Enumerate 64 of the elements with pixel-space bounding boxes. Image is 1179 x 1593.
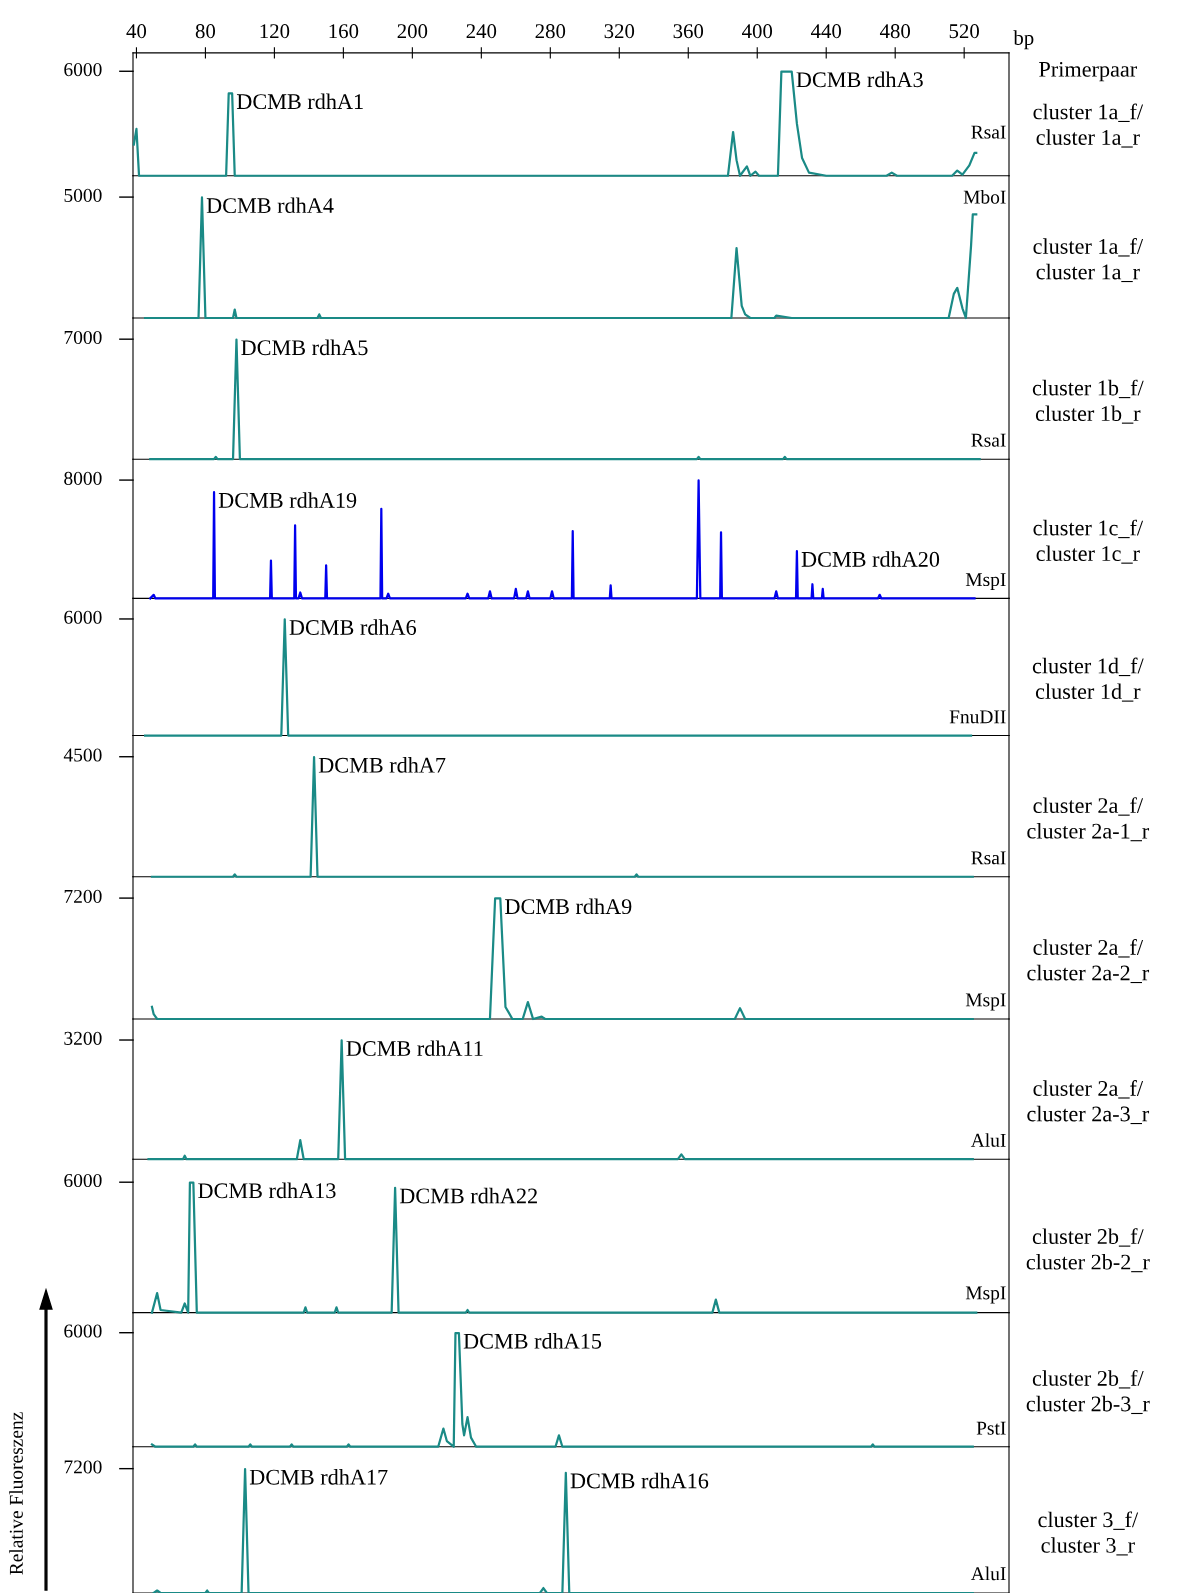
text: cluster 3_f/ cluster 3_r [1038, 1511, 1139, 1556]
annotation: DCMB rdhA13 [198, 1182, 336, 1199]
x-tick-label: 320 [604, 24, 635, 39]
text: 5000 [64, 188, 102, 202]
annotation: AluI [970, 1566, 1006, 1581]
text: cluster 2b_f/ cluster 2b-2_r [1026, 1228, 1150, 1273]
annotation: DCMB rdhA16 [570, 1472, 709, 1489]
text: cluster 1b_f/ cluster 1b_r [1032, 379, 1144, 424]
text: 4500 [63, 748, 102, 762]
text: 8000 [64, 471, 102, 485]
y-axis-title: Relative Fluoreszenz [9, 1412, 23, 1575]
annotation: PstI [976, 1421, 1006, 1435]
text: 6000 [64, 1324, 102, 1338]
text: cluster 1a_f/ cluster 1a_r [1033, 238, 1144, 283]
x-tick-label: 160 [329, 24, 359, 39]
x-tick-label: 280 [535, 24, 566, 39]
text: 7200 [64, 1460, 102, 1474]
annotation: DCMB rdhA20 [801, 551, 940, 567]
annotation: DCMB rdhA22 [399, 1187, 537, 1204]
annotation: RsaI [971, 851, 1006, 865]
x-tick-label: 240 [466, 24, 497, 39]
x-tick-label: 80 [195, 24, 216, 39]
x-tick-label: 480 [879, 24, 911, 39]
annotation: DCMB rdhA5 [241, 339, 368, 356]
text: cluster 2a_f/ cluster 2a-3_r [1027, 1080, 1150, 1125]
annotation: MspI [965, 993, 1006, 1011]
text: cluster 2a_f/ cluster 2a-1_r [1027, 797, 1150, 842]
annotation: MboI [963, 189, 1006, 204]
text: 6000 [64, 63, 102, 77]
x-tick-label: 400 [742, 24, 773, 39]
x-tick-label: 360 [673, 24, 704, 39]
annotation: DCMB rdhA17 [249, 1469, 388, 1485]
annotation: FnuDII [949, 710, 1006, 724]
annotation: MspI [965, 1286, 1006, 1304]
annotation: DCMB rdhA4 [206, 197, 334, 214]
annotation: DCMB rdhA15 [463, 1333, 602, 1349]
annotation: DCMB rdhA11 [346, 1040, 483, 1057]
annotation: DCMB rdhA7 [318, 757, 446, 773]
text: cluster 1d_f/ cluster 1d_r [1032, 657, 1144, 702]
text: 7200 [64, 889, 102, 903]
x-axis-title: bp [1013, 30, 1034, 50]
annotation: DCMB rdhA3 [796, 71, 923, 88]
annotation: DCMB rdhA9 [505, 898, 632, 915]
x-tick-label: 440 [810, 24, 842, 39]
text: cluster 2b_f/ cluster 2b-3_r [1026, 1369, 1150, 1415]
x-tick-label: 40 [126, 24, 147, 39]
text: cluster 2a_f/ cluster 2a-2_r [1027, 939, 1150, 984]
x-tick-label: 520 [949, 24, 979, 39]
annotation: DCMB rdhA1 [236, 93, 363, 110]
text: 6000 [64, 610, 102, 624]
x-tick-label: 200 [397, 24, 428, 39]
annotation: DCMB rdhA6 [289, 619, 417, 635]
x-tick-label: 120 [260, 24, 290, 39]
text: 6000 [64, 1173, 102, 1188]
text: 3200 [64, 1031, 102, 1045]
text: cluster 1c_f/ cluster 1c_r [1033, 519, 1144, 564]
annotation: AluI [970, 1133, 1006, 1147]
annotation: RsaI [971, 125, 1006, 139]
annotation: RsaI [971, 433, 1006, 447]
text: 7000 [64, 330, 102, 345]
text: Primerpaar [1039, 61, 1137, 82]
text: cluster 1a_f/ cluster 1a_r [1033, 103, 1144, 148]
annotation: MspI [965, 573, 1006, 591]
annotation: DCMB rdhA19 [218, 492, 357, 508]
